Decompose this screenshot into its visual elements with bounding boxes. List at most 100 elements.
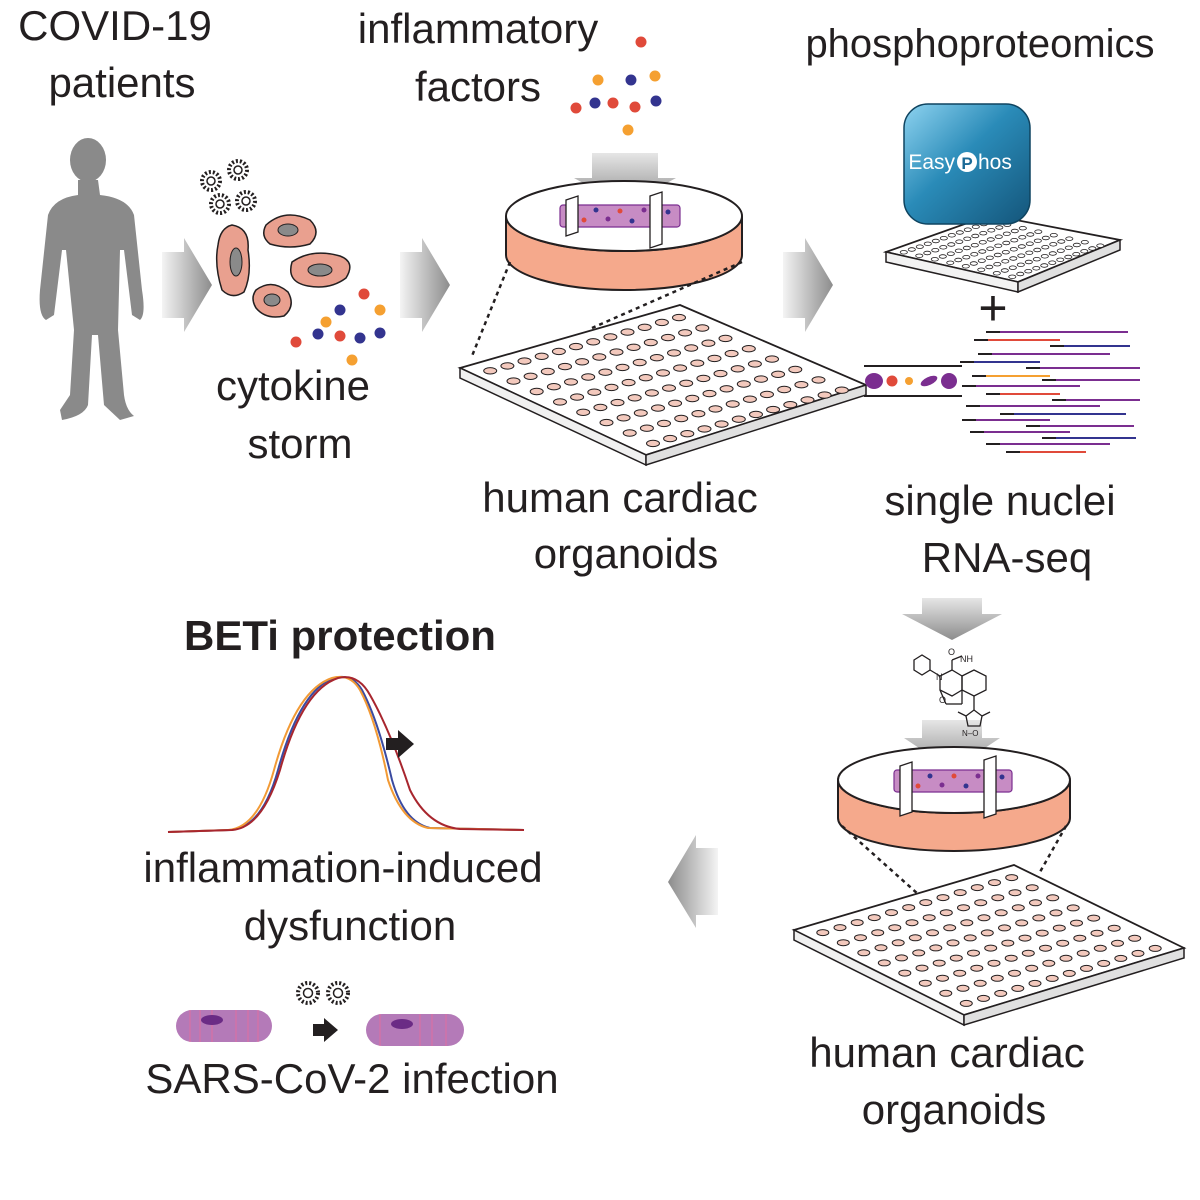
well: [977, 267, 986, 272]
well: [1097, 959, 1111, 967]
well: [834, 386, 849, 394]
well: [978, 240, 987, 245]
curve-blue: [167, 675, 525, 833]
well: [749, 410, 763, 419]
well: [1076, 949, 1090, 957]
well: [1039, 944, 1052, 952]
petri-dish-icon: [505, 180, 743, 291]
well: [926, 929, 939, 937]
well: [955, 230, 964, 235]
well: [581, 373, 596, 381]
well: [592, 353, 607, 361]
well: [954, 248, 963, 253]
well: [938, 254, 947, 259]
well: [895, 954, 908, 962]
well: [1096, 243, 1105, 248]
well: [570, 393, 585, 401]
zoom-line: [591, 260, 743, 330]
well: [685, 394, 700, 403]
human-silhouette-icon: [39, 138, 144, 420]
petri-dish-icon: [837, 746, 1071, 852]
well: [963, 236, 972, 241]
well: [943, 924, 957, 932]
cardiomyocyte-cell-icon: [215, 224, 251, 297]
well: [946, 251, 955, 256]
well: [1018, 235, 1027, 240]
well: [1057, 239, 1066, 244]
organoid-label-1-line2: organoids: [534, 530, 718, 577]
well: [569, 342, 583, 351]
well: [915, 253, 924, 258]
well: [1011, 984, 1025, 992]
well: [1056, 939, 1070, 947]
well: [771, 370, 786, 378]
well: [985, 255, 994, 260]
well: [994, 243, 1003, 248]
well: [1010, 237, 1019, 243]
inflammatory-label-line1: inflammatory: [358, 5, 598, 52]
well: [936, 894, 950, 902]
well: [1011, 904, 1025, 912]
well: [1131, 949, 1145, 957]
well: [994, 909, 1008, 917]
well: [961, 264, 970, 269]
well: [922, 914, 936, 922]
cardiomyocyte-cell-icon: [290, 252, 351, 288]
well: [953, 889, 967, 897]
molecule-o1: O: [948, 647, 955, 657]
well: [615, 363, 630, 372]
covid-label-line2: patients: [48, 59, 195, 106]
well: [800, 396, 815, 404]
well: [1064, 245, 1073, 250]
well: [1009, 247, 1018, 252]
well: [731, 415, 746, 423]
well: [616, 414, 631, 422]
shift-arrow-icon: [386, 730, 414, 758]
well: [995, 225, 1004, 230]
cardiomyocyte-cell-icon: [366, 1014, 464, 1046]
well: [912, 949, 926, 957]
well: [1016, 262, 1025, 267]
well: [760, 390, 774, 399]
well: [1035, 929, 1049, 937]
well: [1040, 263, 1049, 268]
well: [724, 349, 739, 358]
well: [905, 919, 919, 927]
well: [986, 237, 995, 242]
plus-sign: +: [978, 280, 1007, 336]
well: [980, 929, 994, 937]
well: [701, 339, 716, 347]
well: [974, 899, 988, 907]
well: [708, 405, 723, 413]
well: [931, 247, 940, 253]
well: [898, 969, 912, 977]
well: [888, 924, 902, 932]
well: [783, 401, 798, 409]
well: [1016, 271, 1025, 277]
well: [908, 934, 922, 942]
well: [1001, 249, 1010, 255]
well: [633, 409, 648, 417]
well: [587, 388, 602, 396]
well: [857, 949, 871, 957]
well: [610, 398, 625, 407]
well: [1065, 236, 1074, 241]
well: [1032, 266, 1041, 271]
well: [867, 914, 881, 922]
gray-arrow-icon: [783, 238, 833, 332]
well: [984, 944, 998, 952]
well: [988, 879, 1001, 887]
well: [1005, 874, 1019, 882]
well: [500, 362, 515, 370]
well: [871, 929, 885, 937]
well: [923, 250, 932, 256]
well: [954, 257, 963, 263]
well-plate-icon: [457, 304, 869, 467]
well: [674, 414, 689, 423]
easyphos-text-right: hos: [978, 151, 1012, 174]
well: [719, 385, 734, 393]
dysfunction-label-line2: dysfunction: [244, 902, 456, 949]
well: [626, 343, 641, 351]
organoid-label-1-line1: human cardiac: [482, 474, 757, 521]
